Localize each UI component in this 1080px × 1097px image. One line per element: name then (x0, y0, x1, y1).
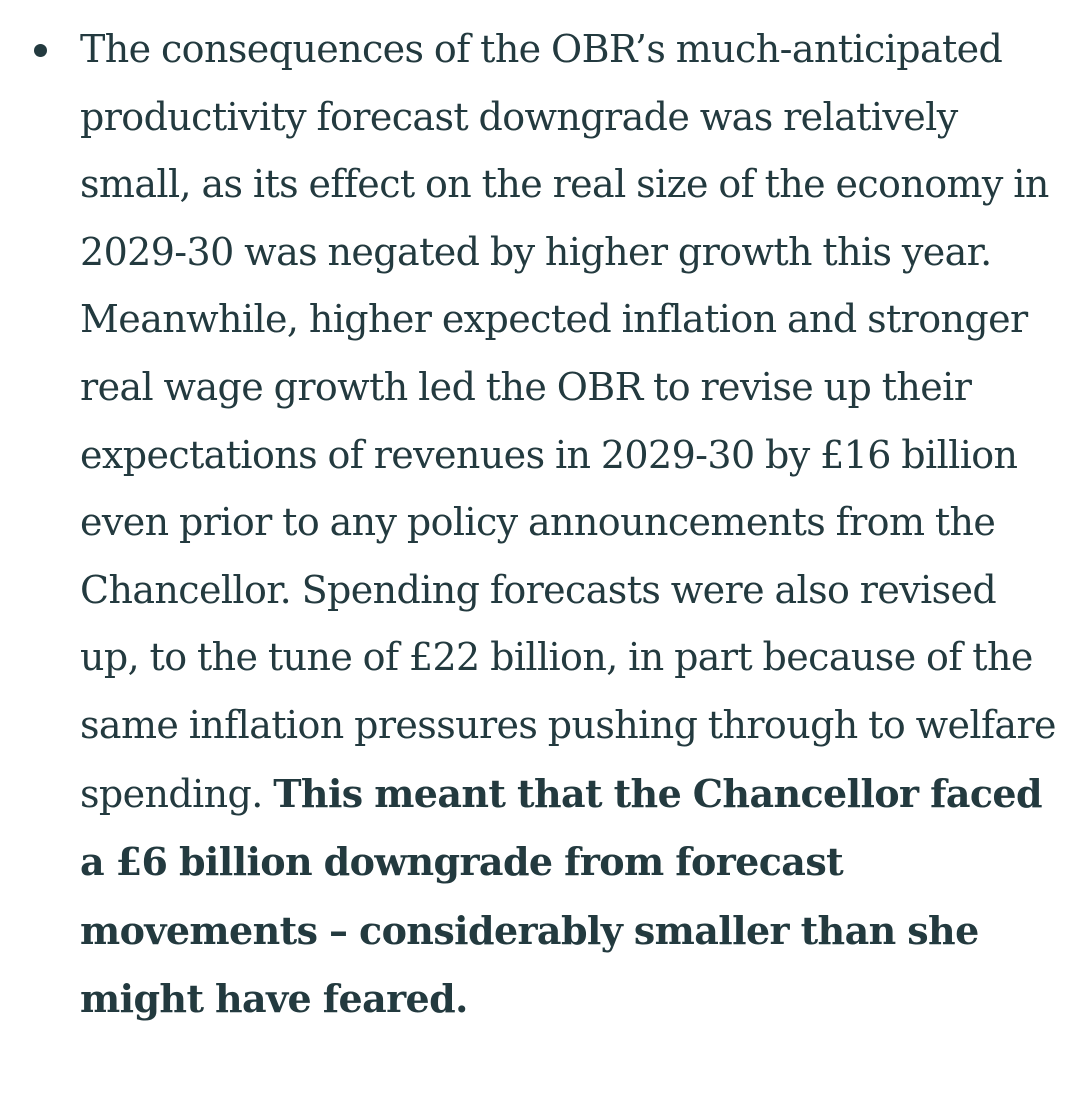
bullet-dot-icon (34, 44, 47, 57)
bullet-list: The consequences of the OBR’s much-antic… (34, 27, 1057, 1022)
paragraph-regular-text: The consequences of the OBR’s much-antic… (80, 27, 1057, 816)
bullet-list-item: The consequences of the OBR’s much-antic… (34, 27, 1057, 1022)
paragraph-bold-text: This meant that the Chancellor faced a £… (80, 770, 1043, 1022)
